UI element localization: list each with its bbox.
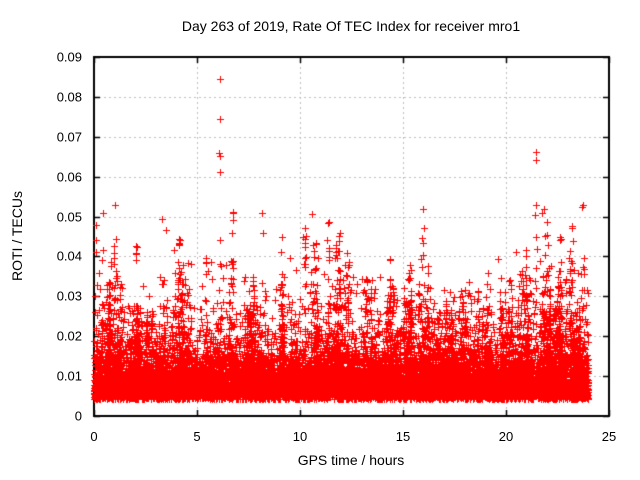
y-axis-title: ROTI / TECUs xyxy=(9,191,25,281)
x-tick-label: 20 xyxy=(498,429,514,444)
x-tick-label: 0 xyxy=(90,429,98,444)
x-tick-label: 25 xyxy=(601,429,617,444)
x-tick-label: 10 xyxy=(292,429,308,444)
x-axis-title: GPS time / hours xyxy=(297,452,405,468)
x-tick-label: 15 xyxy=(395,429,411,444)
y-tick-label: 0 xyxy=(74,408,82,424)
y-tick-label: 0.04 xyxy=(56,248,82,264)
chart-title: Day 263 of 2019, Rate Of TEC Index for r… xyxy=(181,18,521,34)
y-tick-label: 0.02 xyxy=(56,328,82,344)
y-tick-label: 0.08 xyxy=(56,89,82,105)
y-tick-label: 0.01 xyxy=(56,368,82,384)
y-tick-label: 0.09 xyxy=(56,49,82,65)
y-tick-label: 0.03 xyxy=(56,288,82,304)
x-tick-label: 5 xyxy=(193,429,201,444)
y-tick-label: 0.05 xyxy=(56,209,82,225)
y-tick-label: 0.07 xyxy=(56,129,82,145)
y-tick-label: 0.06 xyxy=(56,169,82,185)
